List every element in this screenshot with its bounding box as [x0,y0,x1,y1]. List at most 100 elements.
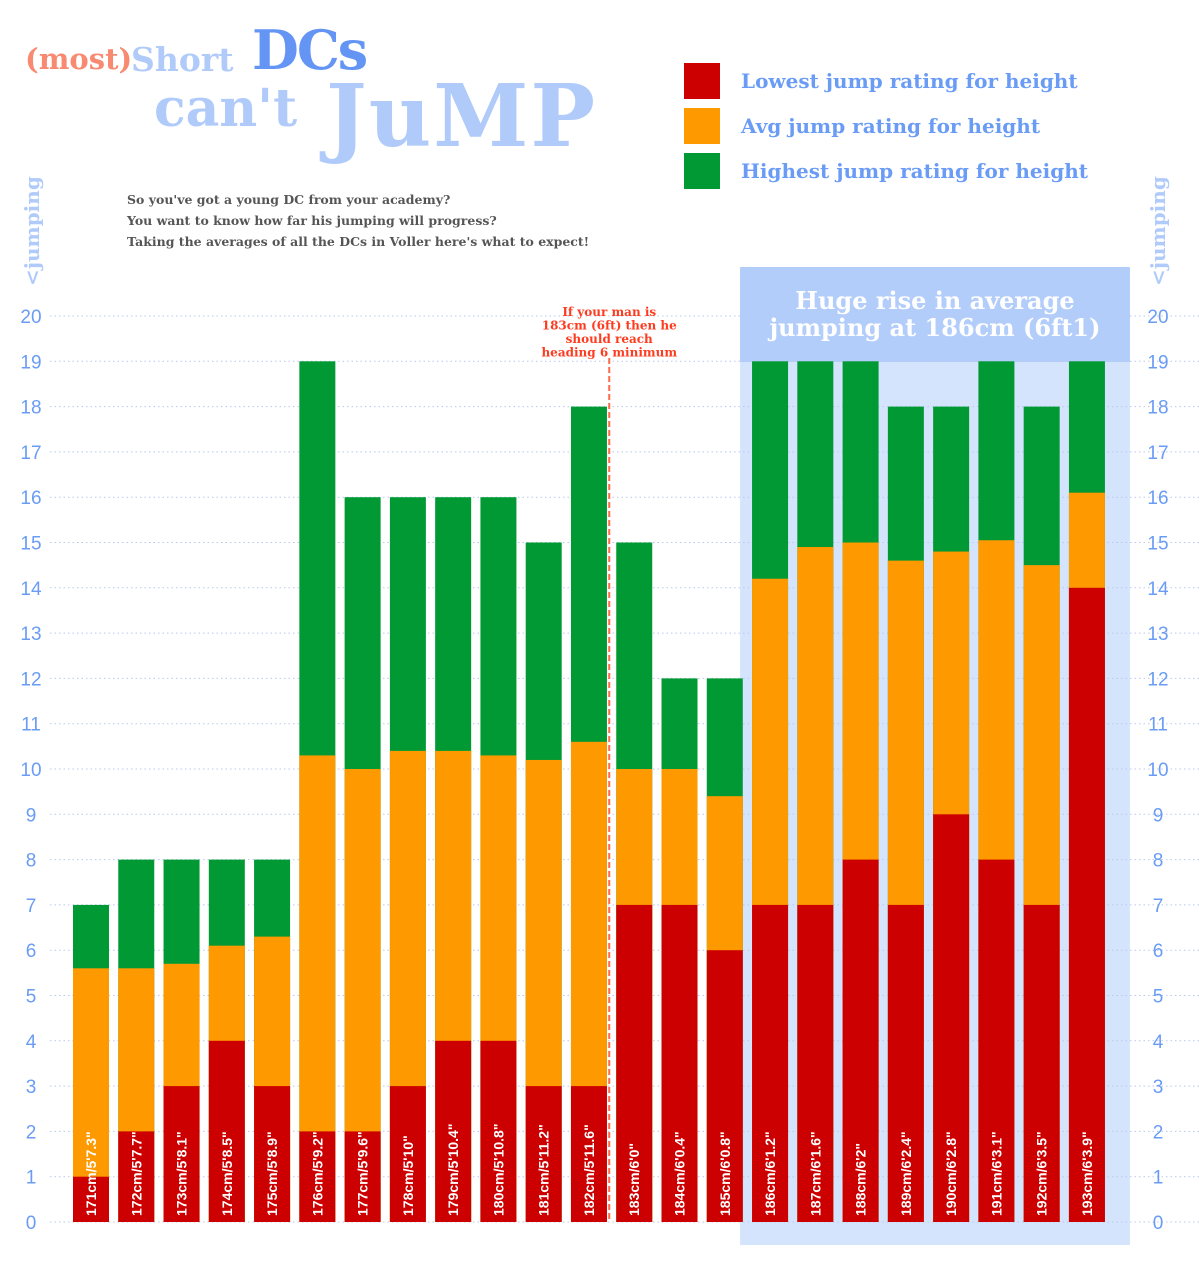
x-tick-label: 179cm/5'10.4" [445,1124,461,1216]
y-tick-label-left: 19 [20,352,41,373]
bar-lowest [118,1131,155,1222]
x-tick-label: 187cm/6'1.6" [807,1131,823,1216]
y-tick-label-left: 0 [26,1213,37,1234]
y-tick-label-right: 9 [1153,805,1164,826]
y-tick-label-right: 7 [1153,896,1164,917]
x-tick-label: 185cm/6'0.8" [717,1131,733,1216]
bar-lowest [299,1131,336,1222]
subtitle-line: So you've got a young DC from your acade… [127,192,451,207]
y-tick-label-right: 16 [1147,488,1168,509]
bar-group: 177cm/5'9.6" [344,497,381,1222]
y-tick-label-right: 5 [1153,987,1164,1008]
x-tick-label: 174cm/5'8.5" [219,1131,235,1216]
x-tick-label: 176cm/5'9.2" [309,1131,325,1216]
x-tick-label: 186cm/6'1.2" [762,1131,778,1216]
legend-label-lowest: Lowest jump rating for height [741,69,1078,93]
title-jump: JuMP [326,66,598,167]
y-tick-label-right: 2 [1153,1122,1164,1143]
y-tick-label-right: 19 [1147,352,1168,373]
bar-group: 188cm/6'2" [842,361,879,1222]
highlight-text-line: Huge rise in average [795,286,1074,315]
y-tick-label-left: 5 [26,987,37,1008]
x-tick-label: 172cm/5'7.7" [128,1131,144,1216]
x-tick-label: 175cm/5'8.9" [264,1131,280,1216]
x-tick-label: 184cm/6'0.4" [672,1131,688,1216]
bar-lowest [254,1086,291,1222]
annotation-text-line: 183cm (6ft) then he [542,319,677,333]
y-tick-label-left: 3 [26,1077,37,1098]
y-tick-label-right: 4 [1153,1032,1164,1053]
y-tick-label-right: 14 [1147,579,1169,600]
y-tick-label-right: 0 [1153,1213,1164,1234]
y-axis-label-left: <jumping [20,176,44,286]
annotation-text-line: If your man is [562,305,656,319]
bar-lowest [616,904,653,1222]
bar-group: 191cm/6'3.1" [978,361,1015,1222]
y-tick-label-right: 18 [1147,398,1168,419]
x-tick-label: 182cm/5'11.6" [581,1124,597,1216]
x-tick-label: 173cm/5'8.1" [174,1131,190,1216]
bar-lowest [163,1086,200,1222]
x-tick-label: 188cm/6'2" [853,1143,869,1216]
x-tick-label: 183cm/6'0" [626,1143,642,1216]
y-tick-label-left: 9 [26,805,37,826]
highlight-header [740,267,1130,362]
y-tick-label-left: 2 [26,1122,37,1143]
bar-group: 182cm/5'11.6" [570,406,607,1223]
bar-lowest [344,1131,381,1222]
x-tick-label: 189cm/6'2.4" [898,1131,914,1216]
bar-group: 172cm/5'7.7" [118,859,155,1222]
y-tick-label-left: 13 [20,624,41,645]
bar-group: 193cm/6'3.9" [1068,361,1105,1222]
title-most: (most) [25,42,133,76]
bar-group: 183cm/6'0" [616,542,653,1222]
y-tick-label-left: 7 [26,896,37,917]
x-tick-label: 193cm/6'3.9" [1079,1131,1095,1216]
bar-lowest [978,859,1015,1222]
legend-swatch-avg [684,108,720,144]
bar-group: 176cm/5'9.2" [299,361,336,1222]
y-tick-label-left: 10 [20,760,41,781]
y-tick-label-right: 10 [1147,760,1168,781]
y-tick-label-right: 15 [1147,534,1168,555]
bar-group: 173cm/5'8.1" [163,859,200,1222]
y-tick-label-left: 20 [20,307,41,328]
y-tick-label-right: 8 [1153,851,1164,872]
bar-lowest [435,1040,472,1222]
title-cant: can't [154,78,298,139]
bar-lowest [842,859,879,1222]
bar-lowest [570,1086,607,1222]
subtitle-line: Taking the averages of all the DCs in Vo… [127,234,590,249]
x-tick-label: 181cm/5'11.2" [536,1124,552,1216]
bar-group: 192cm/6'3.5" [1023,406,1060,1223]
legend-label-highest: Highest jump rating for height [741,159,1088,183]
bar-group: 171cm/5'7.3" [73,904,109,1222]
y-tick-label-left: 4 [26,1032,37,1053]
bar-lowest [706,950,743,1222]
bar-lowest [752,904,789,1222]
x-tick-label: 177cm/5'9.6" [355,1131,371,1216]
bar-lowest [208,1040,245,1222]
y-tick-label-left: 11 [21,715,41,736]
bar-lowest [480,1040,517,1222]
y-tick-label-left: 14 [20,579,42,600]
highlight-text-line: jumping at 186cm (6ft1) [768,313,1101,342]
bar-lowest [661,904,698,1222]
x-tick-label: 192cm/6'3.5" [1034,1131,1050,1216]
y-tick-label-left: 17 [20,443,41,464]
bar-group: 184cm/6'0.4" [661,678,698,1222]
legend-swatch-lowest [684,63,720,99]
bar-group: 185cm/6'0.8" [706,678,743,1222]
x-tick-label: 180cm/5'10.8" [490,1124,506,1216]
bar-lowest [1023,904,1060,1222]
y-tick-label-left: 8 [26,851,37,872]
annotation-text-line: heading 6 minimum [541,346,677,360]
bar-lowest [73,1176,109,1222]
bar-lowest [389,1086,426,1222]
title-short: Short [131,40,234,79]
y-tick-label-left: 18 [20,398,41,419]
y-tick-label-left: 6 [26,941,37,962]
bar-group: 181cm/5'11.2" [525,542,562,1222]
bar-group: 186cm/6'1.2" [752,361,789,1222]
